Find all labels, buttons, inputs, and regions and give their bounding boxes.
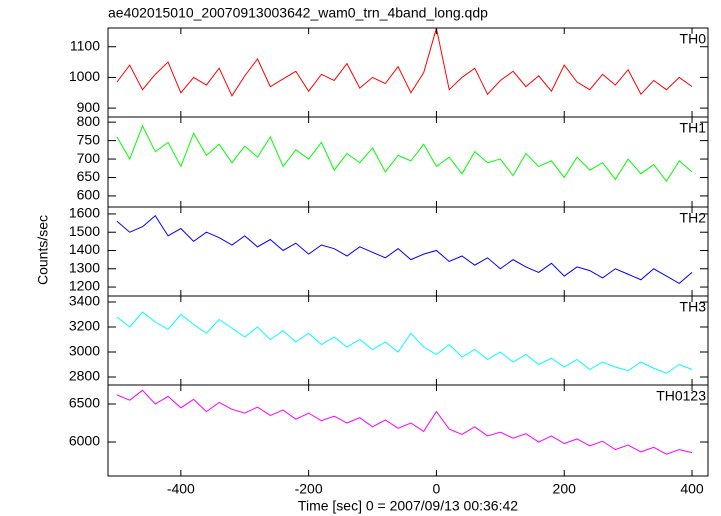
series-line	[116, 389, 693, 455]
y-tick-label: 2800	[69, 368, 100, 384]
y-tick-label: 1500	[69, 223, 100, 239]
y-tick-label: 3400	[69, 293, 100, 309]
y-tick-label: 1200	[69, 278, 100, 294]
panel-frame	[107, 295, 709, 386]
x-tick-label: -400	[167, 481, 195, 497]
series-label: TH3	[680, 299, 707, 315]
series-line	[116, 311, 693, 374]
panel-frame	[107, 116, 709, 208]
series-label: TH1	[680, 120, 707, 136]
x-tick-label: 400	[680, 481, 704, 497]
series-line	[116, 215, 693, 284]
x-tick-label: 0	[433, 481, 441, 497]
chart-title: ae402015010_20070913003642_wam0_trn_4ban…	[108, 5, 488, 21]
panel-frame	[107, 206, 709, 297]
y-tick-label: 1100	[70, 37, 100, 53]
y-tick-label: 650	[77, 168, 101, 184]
y-tick-label: 3000	[69, 343, 100, 359]
y-tick-label: 6500	[69, 395, 100, 411]
y-tick-label: 900	[77, 99, 101, 115]
series-line	[116, 28, 693, 97]
y-tick-label: 600	[77, 187, 101, 203]
y-tick-label: 800	[77, 113, 101, 129]
series-label: TH2	[680, 210, 707, 226]
x-tick-label: 200	[553, 481, 577, 497]
x-axis-label: Time [sec] 0 = 2007/09/13 00:36:42	[298, 498, 518, 514]
y-tick-label: 6000	[69, 433, 100, 449]
series-label: TH0	[680, 31, 707, 47]
y-tick-label: 1600	[69, 205, 100, 221]
panel-frame	[107, 384, 709, 477]
y-tick-label: 3200	[69, 318, 100, 334]
series-label: TH0123	[656, 388, 706, 404]
y-axis-label: Counts/sec	[35, 215, 51, 285]
y-tick-label: 1400	[69, 241, 100, 257]
y-tick-label: 1300	[69, 259, 100, 275]
series-line	[116, 124, 693, 183]
x-tick-label: -200	[295, 481, 323, 497]
panel-frame	[107, 27, 709, 118]
y-tick-label: 750	[77, 131, 101, 147]
y-tick-label: 700	[77, 150, 101, 166]
y-tick-label: 1000	[69, 68, 100, 84]
